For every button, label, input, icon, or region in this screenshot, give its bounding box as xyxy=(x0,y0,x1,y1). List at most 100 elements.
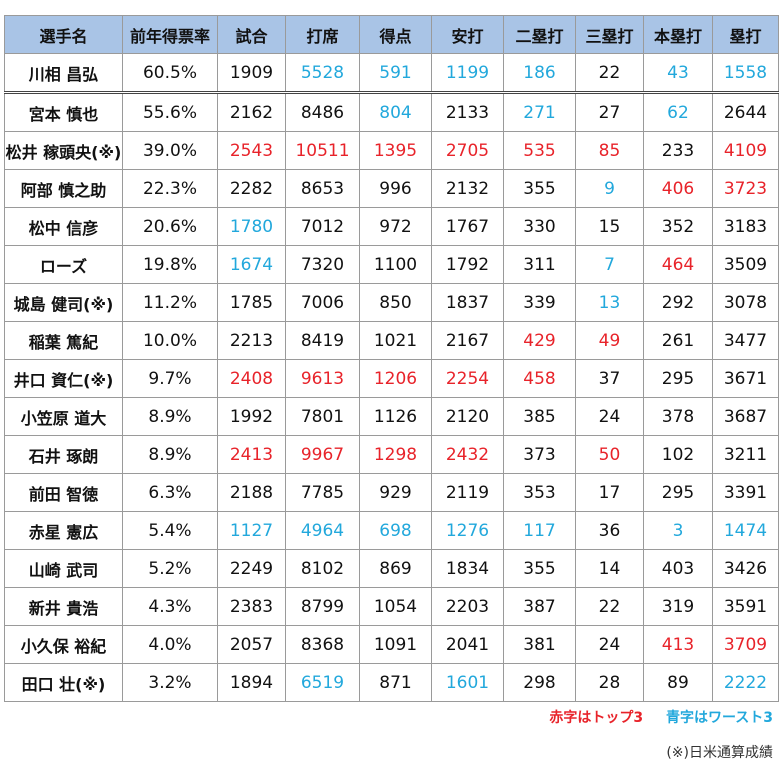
cell-pa: 7785 xyxy=(285,473,360,512)
header-cell-hits: 安打 xyxy=(431,15,504,54)
cell-tb: 1558 xyxy=(712,53,779,94)
cell-rate: 10.0% xyxy=(122,321,218,360)
cell-doubles: 117 xyxy=(503,511,576,550)
header-cell-doubles: 二塁打 xyxy=(503,15,576,54)
cell-games: 2413 xyxy=(217,435,286,474)
cell-rate: 5.4% xyxy=(122,511,218,550)
cell-hits: 1199 xyxy=(431,53,504,94)
cell-triples: 14 xyxy=(575,549,644,588)
cell-tb: 3391 xyxy=(712,473,779,512)
header-cell-hr: 本塁打 xyxy=(643,15,713,54)
header-row: 選手名 前年得票率 試合 打席 得点 安打 二塁打 三塁打 本塁打 塁打 xyxy=(4,15,779,54)
cell-doubles: 311 xyxy=(503,245,576,284)
cell-hits: 2120 xyxy=(431,397,504,436)
cell-tb: 2644 xyxy=(712,92,779,132)
header-cell-runs: 得点 xyxy=(359,15,432,54)
cell-tb: 4109 xyxy=(712,131,779,170)
table-row: 阿部 慎之助 22.3% 2282 8653 996 2132 355 9 406 3723 xyxy=(4,169,779,208)
cell-pa: 4964 xyxy=(285,511,360,550)
cell-pa: 8419 xyxy=(285,321,360,360)
cell-hits: 1276 xyxy=(431,511,504,550)
cell-triples: 17 xyxy=(575,473,644,512)
cell-name: 阿部 慎之助 xyxy=(4,169,123,208)
cell-rate: 4.0% xyxy=(122,625,218,664)
cell-rate: 55.6% xyxy=(122,92,218,132)
table-row: 小久保 裕紀 4.0% 2057 8368 1091 2041 381 24 413 3709 xyxy=(4,625,779,664)
cell-runs: 871 xyxy=(359,663,432,702)
cell-games: 2057 xyxy=(217,625,286,664)
cell-triples: 22 xyxy=(575,587,644,626)
cell-hr: 43 xyxy=(643,53,713,94)
cell-games: 1909 xyxy=(217,53,286,94)
stats-table: 選手名 前年得票率 試合 打席 得点 安打 二塁打 三塁打 本塁打 塁打 川相 … xyxy=(4,15,779,702)
cell-doubles: 298 xyxy=(503,663,576,702)
cell-doubles: 429 xyxy=(503,321,576,360)
cell-pa: 6519 xyxy=(285,663,360,702)
cell-doubles: 355 xyxy=(503,169,576,208)
cell-games: 1127 xyxy=(217,511,286,550)
cell-hr: 3 xyxy=(643,511,713,550)
cell-triples: 36 xyxy=(575,511,644,550)
cell-tb: 3426 xyxy=(712,549,779,588)
cell-name: 松中 信彦 xyxy=(4,207,123,246)
cell-name: 井口 資仁(※) xyxy=(4,359,123,398)
table-row: 井口 資仁(※) 9.7% 2408 9613 1206 2254 458 37 295 3671 xyxy=(4,359,779,398)
cell-hr: 352 xyxy=(643,207,713,246)
cell-triples: 15 xyxy=(575,207,644,246)
cell-doubles: 339 xyxy=(503,283,576,322)
table-row: 松中 信彦 20.6% 1780 7012 972 1767 330 15 352 3183 xyxy=(4,207,779,246)
cell-rate: 39.0% xyxy=(122,131,218,170)
cell-triples: 50 xyxy=(575,435,644,474)
cell-rate: 22.3% xyxy=(122,169,218,208)
cell-pa: 9967 xyxy=(285,435,360,474)
cell-hits: 2167 xyxy=(431,321,504,360)
cell-hr: 319 xyxy=(643,587,713,626)
cell-pa: 10511 xyxy=(285,131,360,170)
cell-runs: 1395 xyxy=(359,131,432,170)
cell-games: 1780 xyxy=(217,207,286,246)
cell-rate: 8.9% xyxy=(122,435,218,474)
legend-red-text: 赤字はトップ3 xyxy=(549,710,644,726)
table-row: 川相 昌弘 60.5% 1909 5528 591 1199 186 22 43 1558 xyxy=(4,53,779,94)
cell-hits: 2254 xyxy=(431,359,504,398)
cell-rate: 19.8% xyxy=(122,245,218,284)
cell-triples: 49 xyxy=(575,321,644,360)
stats-table-container: 選手名 前年得票率 試合 打席 得点 安打 二塁打 三塁打 本塁打 塁打 川相 … xyxy=(4,15,779,702)
cell-games: 1674 xyxy=(217,245,286,284)
cell-pa: 8486 xyxy=(285,92,360,132)
cell-hits: 1792 xyxy=(431,245,504,284)
cell-doubles: 353 xyxy=(503,473,576,512)
cell-tb: 3671 xyxy=(712,359,779,398)
cell-doubles: 330 xyxy=(503,207,576,246)
cell-doubles: 535 xyxy=(503,131,576,170)
cell-runs: 698 xyxy=(359,511,432,550)
cell-runs: 1054 xyxy=(359,587,432,626)
cell-rate: 20.6% xyxy=(122,207,218,246)
cell-name: 宮本 慎也 xyxy=(4,92,123,132)
cell-hits: 2203 xyxy=(431,587,504,626)
table-row: 小笠原 道大 8.9% 1992 7801 1126 2120 385 24 378 3687 xyxy=(4,397,779,436)
cell-doubles: 186 xyxy=(503,53,576,94)
cell-pa: 9613 xyxy=(285,359,360,398)
cell-doubles: 373 xyxy=(503,435,576,474)
cell-rate: 5.2% xyxy=(122,549,218,588)
cell-hr: 102 xyxy=(643,435,713,474)
cell-games: 2543 xyxy=(217,131,286,170)
cell-doubles: 271 xyxy=(503,92,576,132)
cell-runs: 972 xyxy=(359,207,432,246)
cell-doubles: 458 xyxy=(503,359,576,398)
cell-hits: 2132 xyxy=(431,169,504,208)
cell-hits: 2432 xyxy=(431,435,504,474)
cell-tb: 3183 xyxy=(712,207,779,246)
cell-tb: 3509 xyxy=(712,245,779,284)
cell-games: 2249 xyxy=(217,549,286,588)
cell-doubles: 385 xyxy=(503,397,576,436)
table-row: 石井 琢朗 8.9% 2413 9967 1298 2432 373 50 102 3211 xyxy=(4,435,779,474)
table-body: 川相 昌弘 60.5% 1909 5528 591 1199 186 22 43 1558 宮本 慎… xyxy=(4,53,779,702)
cell-runs: 804 xyxy=(359,92,432,132)
cell-hr: 295 xyxy=(643,359,713,398)
cell-triples: 22 xyxy=(575,53,644,94)
cell-games: 2383 xyxy=(217,587,286,626)
header-cell-pa: 打席 xyxy=(285,15,360,54)
cell-hits: 1837 xyxy=(431,283,504,322)
